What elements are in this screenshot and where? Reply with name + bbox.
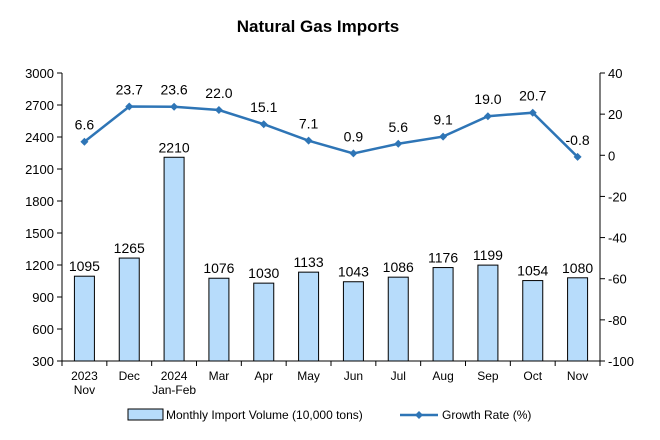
right-tick-label: 40 — [608, 66, 622, 81]
bar-value-label: 1133 — [294, 254, 324, 270]
bar-value-label: 1086 — [383, 259, 414, 275]
x-tick-label: Jul — [391, 369, 406, 383]
line-point-marker — [80, 137, 89, 146]
line-series-group — [80, 102, 582, 161]
bar-value-label: 1265 — [114, 240, 145, 256]
line-point-marker — [259, 120, 268, 129]
left-tick-label: 2400 — [25, 130, 54, 145]
right-tick-label: -60 — [608, 272, 627, 287]
bar-value-label: 1199 — [473, 247, 503, 263]
growth-rate-line — [83, 105, 579, 158]
line-point-marker — [573, 152, 582, 161]
line-point-marker — [349, 149, 358, 158]
line-value-label: 9.1 — [433, 112, 453, 128]
legend-bar-swatch — [127, 408, 164, 421]
line-value-label: 6.6 — [75, 117, 95, 133]
left-tick-label: 3000 — [25, 66, 54, 81]
line-point-marker — [528, 108, 537, 117]
bar — [477, 264, 499, 362]
line-value-label: 0.9 — [344, 128, 364, 144]
bar-value-label: 1176 — [428, 250, 458, 266]
line-value-label: 15.1 — [250, 99, 277, 115]
line-value-label: 22.0 — [205, 85, 232, 101]
left-tick-label: 600 — [32, 322, 54, 337]
bars-group — [73, 156, 589, 362]
bar — [73, 275, 95, 362]
bar-value-label: 1076 — [203, 260, 234, 276]
x-tick-label: Aug — [432, 369, 453, 383]
bar — [522, 280, 544, 362]
line-value-label: 7.1 — [299, 116, 319, 132]
line-point-marker — [483, 112, 492, 121]
x-tick-label: Sep — [477, 369, 499, 383]
bar — [163, 156, 185, 362]
left-tick-label: 1500 — [25, 226, 54, 241]
x-tick-label: Dec — [119, 369, 140, 383]
line-point-marker — [170, 102, 179, 111]
axes-group: 300 600 900 1200 1500 1800 2100 2400 2700 3000 -10… — [25, 66, 634, 397]
right-tick-label: -100 — [608, 354, 634, 369]
line-value-label: 23.6 — [160, 82, 187, 98]
x-tick-label: 2024 — [161, 369, 188, 383]
x-tick-label: Nov — [567, 369, 588, 383]
line-point-marker — [214, 106, 223, 115]
legend-line-marker — [415, 411, 423, 419]
bar — [567, 277, 589, 362]
legend-bar-label: Monthly Import Volume (10,000 tons) — [166, 408, 363, 422]
right-tick-label: -40 — [608, 231, 627, 246]
chart-title: Natural Gas Imports — [237, 17, 400, 36]
bar-value-label: 1054 — [517, 263, 548, 279]
bar-value-label: 1043 — [338, 264, 369, 280]
line-value-label: 20.7 — [519, 88, 546, 104]
line-point-marker — [125, 102, 134, 111]
bar-value-label: 2210 — [159, 139, 190, 155]
x-tick-label: Oct — [523, 369, 542, 383]
data-labels-group: 1095 1265 2210 1076 1030 1133 1043 1086 1176 1199… — [69, 82, 594, 282]
bar — [387, 276, 409, 362]
bar-value-label: 1080 — [562, 260, 593, 276]
x-tick-label: Apr — [254, 369, 273, 383]
x-tick-label: 2023 — [71, 369, 98, 383]
x-tick-label: May — [297, 369, 320, 383]
bar — [253, 282, 275, 362]
left-tick-label: 1200 — [25, 258, 54, 273]
bar — [342, 281, 364, 362]
bar-value-label: 1095 — [69, 258, 100, 274]
left-tick-label: 2100 — [25, 162, 54, 177]
line-value-label: 19.0 — [474, 91, 501, 107]
line-point-marker — [439, 132, 448, 141]
bar-value-label: 1030 — [248, 265, 279, 281]
legend-line-label: Growth Rate (%) — [442, 408, 531, 422]
left-tick-label: 900 — [32, 290, 54, 305]
left-tick-label: 300 — [32, 354, 54, 369]
line-point-marker — [304, 136, 313, 145]
line-value-label: -0.8 — [566, 132, 590, 148]
x-tick-label: Nov — [74, 383, 95, 397]
left-tick-label: 1800 — [25, 194, 54, 209]
legend: Monthly Import Volume (10,000 tons) Growt… — [127, 408, 531, 422]
x-tick-label: Jan-Feb — [152, 383, 196, 397]
right-tick-label: -20 — [608, 189, 627, 204]
right-tick-label: 0 — [608, 148, 615, 163]
x-tick-label: Mar — [209, 369, 230, 383]
left-tick-label: 2700 — [25, 98, 54, 113]
bar — [432, 267, 454, 362]
right-tick-label: 20 — [608, 107, 622, 122]
x-tick-label: Jun — [344, 369, 363, 383]
right-tick-label: -80 — [608, 313, 627, 328]
bar — [208, 277, 230, 362]
bar — [298, 271, 320, 362]
line-point-marker — [394, 139, 403, 148]
line-value-label: 23.7 — [116, 82, 143, 98]
line-value-label: 5.6 — [389, 119, 409, 135]
bar — [118, 257, 140, 362]
